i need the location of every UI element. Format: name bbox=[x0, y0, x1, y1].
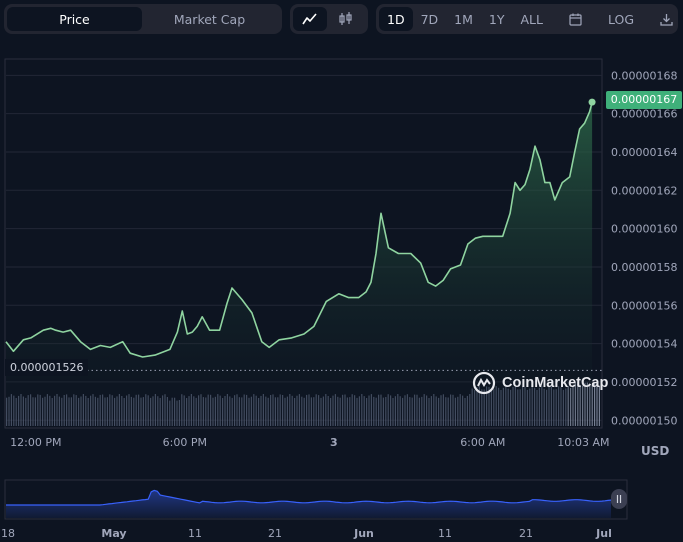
navigator-tick-label: 11 bbox=[438, 527, 452, 540]
navigator-area bbox=[6, 490, 611, 518]
plot-frame bbox=[4, 58, 603, 429]
x-tick-label: 12:00 PM bbox=[10, 436, 61, 449]
x-tick-label: 6:00 PM bbox=[163, 436, 207, 449]
current-price-tag: 0.00000167 bbox=[606, 91, 682, 109]
chart-type-toggle bbox=[290, 4, 368, 34]
x-tick-label: 6:00 AM bbox=[460, 436, 505, 449]
navigator-tick-label: 21 bbox=[519, 527, 533, 540]
range-7d-button[interactable]: 7D bbox=[420, 11, 439, 27]
y-tick-label: 0.00000150 bbox=[611, 414, 677, 427]
calendar-icon[interactable] bbox=[561, 7, 590, 31]
download-icon[interactable] bbox=[652, 7, 681, 31]
volume-bar bbox=[598, 385, 600, 426]
y-tick-label: 0.00000154 bbox=[611, 338, 677, 351]
range-1d-button[interactable]: 1D bbox=[379, 7, 413, 31]
y-tick-label: 0.00000152 bbox=[611, 376, 677, 389]
navigator-tick-label: 11 bbox=[188, 527, 202, 540]
price-area bbox=[6, 102, 593, 426]
y-tick-label: 0.00000162 bbox=[611, 184, 677, 197]
navigator-tick-label: 21 bbox=[268, 527, 282, 540]
navigator-tick-label: Jun bbox=[353, 527, 374, 540]
volume-bar bbox=[596, 383, 598, 426]
currency-label: USD bbox=[641, 444, 670, 458]
range-all-button[interactable]: ALL bbox=[520, 11, 543, 27]
volume-bar bbox=[591, 385, 593, 426]
y-tick-label: 0.00000168 bbox=[611, 69, 677, 82]
price-line bbox=[5, 101, 593, 358]
y-tick-label: 0.00000164 bbox=[611, 146, 677, 159]
baseline-price-label: 0.000001526 bbox=[5, 359, 89, 376]
x-tick-label: 10:03 AM bbox=[557, 436, 609, 449]
navigator-frame[interactable] bbox=[4, 479, 628, 520]
y-tick-label: 0.00000158 bbox=[611, 261, 677, 274]
last-price-dot bbox=[588, 98, 596, 106]
range-toolbar: 1D 7D 1M 1Y ALL LOG bbox=[376, 4, 678, 34]
range-1y-button[interactable]: 1Y bbox=[488, 11, 505, 27]
price-marketcap-toggle: Price Market Cap bbox=[4, 4, 282, 34]
navigator-line bbox=[6, 489, 612, 506]
coinmarketcap-logo-icon bbox=[472, 371, 496, 395]
watermark-text: CoinMarketCap bbox=[502, 375, 609, 391]
volume-bar bbox=[594, 382, 596, 426]
navigator-tick-label: Jul bbox=[595, 527, 612, 540]
candlestick-icon[interactable] bbox=[327, 7, 365, 31]
x-tick-label: 3 bbox=[330, 436, 338, 449]
navigator-tick-label: May bbox=[101, 527, 126, 540]
line-chart-icon[interactable] bbox=[293, 7, 327, 31]
tab-price[interactable]: Price bbox=[7, 7, 142, 31]
tab-market-cap[interactable]: Market Cap bbox=[173, 11, 246, 27]
navigator-handle[interactable] bbox=[611, 489, 627, 509]
y-tick-label: 0.00000156 bbox=[611, 299, 677, 312]
y-tick-label: 0.00000160 bbox=[611, 223, 677, 236]
y-tick-label: 0.00000166 bbox=[611, 108, 677, 121]
navigator-tick-label: 18 bbox=[1, 527, 15, 540]
range-1m-button[interactable]: 1M bbox=[454, 11, 473, 27]
log-scale-button[interactable]: LOG bbox=[607, 11, 635, 27]
coinmarketcap-watermark: CoinMarketCap bbox=[472, 371, 608, 395]
